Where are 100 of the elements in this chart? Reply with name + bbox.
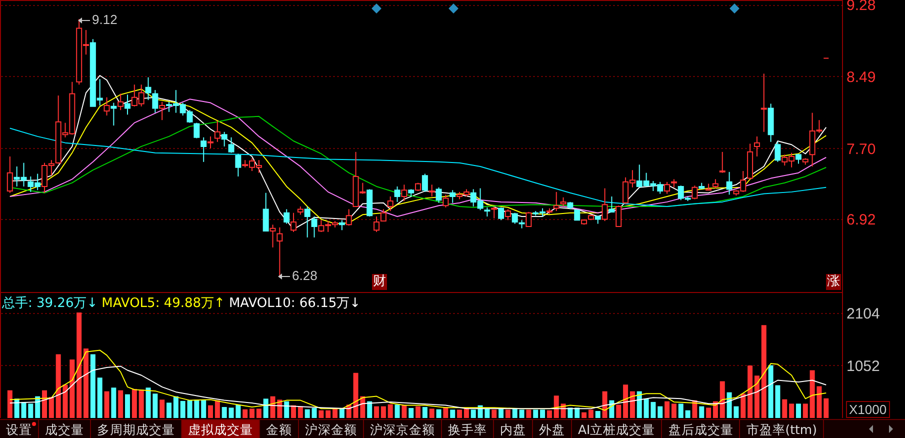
candlestick xyxy=(719,151,726,174)
candlestick xyxy=(304,206,310,238)
text: 市盈率(ttm) xyxy=(740,420,824,438)
bar xyxy=(76,312,82,418)
bar xyxy=(242,409,248,418)
bar xyxy=(312,408,317,418)
candlestick xyxy=(664,181,670,194)
bar xyxy=(706,408,712,418)
candlestick xyxy=(712,178,718,189)
candlestick xyxy=(235,153,242,177)
bar xyxy=(574,408,580,418)
bar xyxy=(291,405,296,418)
bar xyxy=(7,390,12,418)
bar xyxy=(250,408,255,418)
bar xyxy=(505,410,510,418)
bar xyxy=(498,408,504,418)
bar xyxy=(380,406,386,418)
candlestick xyxy=(560,196,566,207)
bar xyxy=(318,410,324,418)
bar xyxy=(658,406,663,418)
candlestick xyxy=(428,184,435,197)
bar xyxy=(374,406,380,418)
bar xyxy=(636,391,642,418)
candlestick xyxy=(194,122,200,139)
bar xyxy=(367,401,372,418)
bar xyxy=(394,404,400,418)
bar xyxy=(173,396,178,418)
candlestick xyxy=(159,101,166,121)
candlestick xyxy=(512,212,518,224)
bar xyxy=(48,396,54,418)
candlestick xyxy=(290,212,297,232)
bar xyxy=(554,396,559,418)
bar xyxy=(602,391,608,418)
candlestick xyxy=(387,196,394,212)
candlestick xyxy=(374,216,380,232)
y-tick-label: 7.70 xyxy=(846,140,876,158)
candlestick xyxy=(200,136,207,162)
text: AI立桩成交量 xyxy=(572,420,662,438)
bar xyxy=(284,401,290,418)
bar xyxy=(70,360,75,418)
bar xyxy=(166,402,172,418)
bar xyxy=(450,410,456,418)
candlestick xyxy=(208,136,214,149)
bar xyxy=(326,410,331,418)
candlestick xyxy=(692,185,698,200)
text: 外盘 xyxy=(533,420,572,438)
bar xyxy=(208,405,214,418)
candlestick xyxy=(221,131,228,147)
text: 盘后成交量 xyxy=(662,420,740,438)
bar xyxy=(256,408,262,418)
candlestick xyxy=(311,216,318,238)
bar xyxy=(118,390,124,418)
bar xyxy=(111,388,116,418)
y-tick-label: 1052 xyxy=(846,358,880,375)
candlestick xyxy=(284,208,290,224)
candlestick xyxy=(401,184,408,202)
bar xyxy=(796,404,801,418)
bar xyxy=(616,404,622,418)
bar xyxy=(138,390,144,418)
text: 金额 xyxy=(260,420,299,438)
candlestick xyxy=(110,102,117,126)
bar xyxy=(664,401,670,418)
candlestick xyxy=(228,136,234,154)
candlestick xyxy=(754,136,760,157)
bar xyxy=(699,406,704,418)
annotation: 6.28 xyxy=(292,268,318,284)
bar xyxy=(492,410,497,418)
candlestick xyxy=(608,196,615,212)
bar xyxy=(408,408,414,418)
bar xyxy=(263,398,268,418)
candlestick xyxy=(504,208,511,221)
bar xyxy=(222,407,227,418)
bar xyxy=(470,410,476,418)
candlestick xyxy=(346,208,352,226)
candlestick xyxy=(338,220,345,231)
bar xyxy=(443,407,448,418)
bar xyxy=(42,390,47,418)
bar xyxy=(339,408,344,418)
bar xyxy=(436,409,442,418)
candlestick xyxy=(118,93,124,111)
bar xyxy=(160,400,165,418)
y-tick-label: 6.92 xyxy=(846,212,876,229)
bar xyxy=(789,404,794,418)
bar xyxy=(782,399,788,418)
bar xyxy=(97,378,102,418)
bar xyxy=(568,408,573,418)
line-series xyxy=(9,350,827,411)
annotation: MAVOL5: 49.88万↑ xyxy=(102,296,225,311)
candlestick xyxy=(484,206,490,217)
candlestick xyxy=(380,208,386,222)
bar xyxy=(671,404,676,418)
candlestick xyxy=(124,94,131,116)
bar xyxy=(104,391,110,418)
bar xyxy=(595,411,600,418)
bar xyxy=(540,410,546,418)
bar xyxy=(630,391,635,418)
bar xyxy=(298,406,303,418)
bar xyxy=(512,408,518,418)
bar xyxy=(720,381,725,418)
candlestick xyxy=(276,226,283,278)
